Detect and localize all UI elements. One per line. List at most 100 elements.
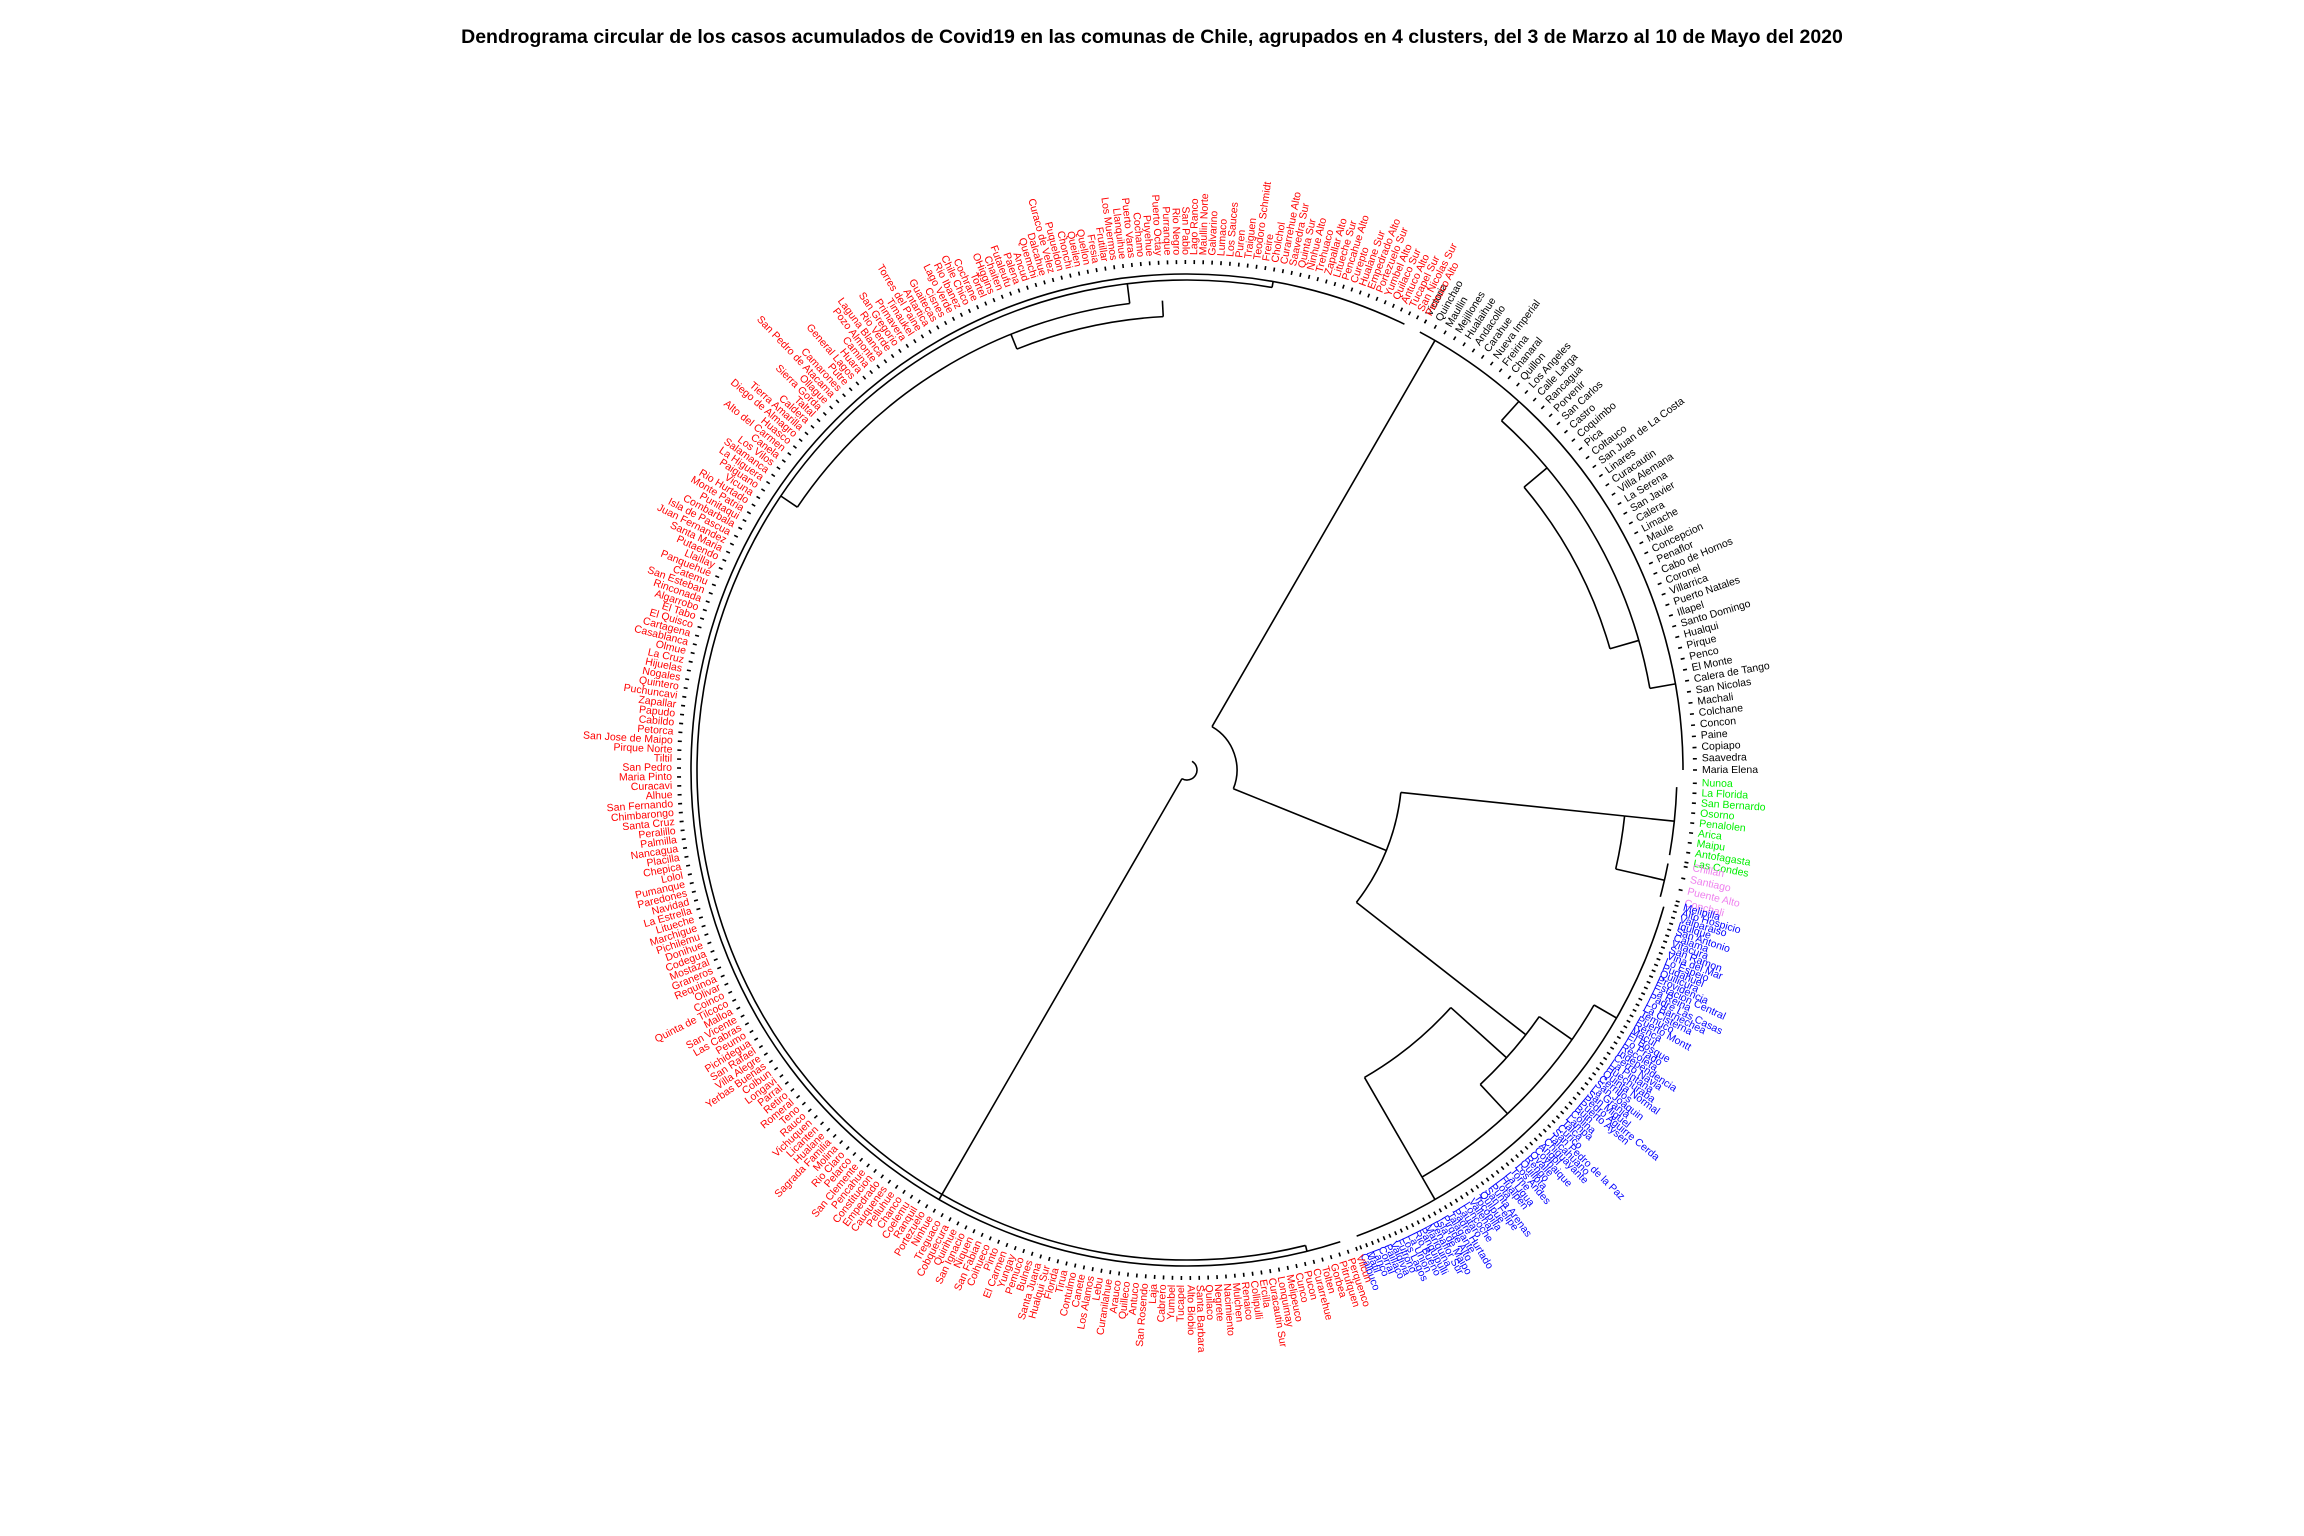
branch-radial: [1609, 639, 1640, 650]
leaf-tick: [692, 643, 697, 646]
leaf-tick: [1648, 975, 1654, 979]
leaf-label: Rio Negro: [1170, 208, 1183, 256]
leaf-tick: [1104, 266, 1107, 271]
leaf-tick: [1686, 690, 1692, 693]
leaf-tick: [763, 1052, 768, 1056]
leaf-tick: [826, 1127, 831, 1132]
leaf-tick: [1572, 1096, 1577, 1101]
leaf-tick: [1039, 1254, 1043, 1259]
leaf-tick: [1668, 614, 1674, 617]
branch-radial: [1363, 1077, 1423, 1178]
leaf-tick: [1367, 293, 1371, 298]
leaf-tick: [1480, 354, 1485, 359]
leaf-tick: [964, 1225, 968, 1230]
leaf-tick: [1388, 1233, 1392, 1238]
leaf-tick: [862, 375, 867, 380]
leaf-tick: [1628, 521, 1634, 525]
leaf-tick: [1516, 382, 1520, 387]
leaf-label: Alto Biobio: [1185, 1285, 1197, 1335]
leaf-tick: [845, 1146, 850, 1151]
leaf-tick: [1454, 1198, 1459, 1203]
leaf-tick: [1346, 1249, 1350, 1254]
leaf-tick: [920, 334, 925, 339]
leaf-tick: [1592, 464, 1597, 469]
leaf-tick: [835, 399, 840, 404]
leaf-tick: [1678, 888, 1683, 892]
leaf-tick: [720, 974, 725, 978]
leaf-tick: [832, 1133, 837, 1138]
leaf-tick: [718, 566, 723, 570]
leaf-label: Lumaco: [1215, 218, 1229, 256]
branch-arc-blue-sub: [1479, 1016, 1540, 1086]
leaf-tick: [686, 669, 691, 672]
leaf-tick: [813, 1114, 818, 1119]
leaf-tick: [866, 1163, 870, 1168]
leaf-tick: [1416, 1220, 1420, 1225]
leaf-tick: [1651, 969, 1656, 973]
leaf-tick: [1617, 501, 1622, 506]
branch-radial: [1400, 791, 1625, 817]
leaf-tick: [822, 411, 827, 416]
branch-radial: [1479, 1083, 1509, 1115]
leaf-tick: [1026, 285, 1029, 290]
leaf-tick: [1611, 492, 1616, 496]
leaf-tick: [1060, 275, 1063, 280]
leaf-label: Alhue: [645, 789, 673, 802]
leaf-tick: [898, 348, 902, 354]
leaf-tick: [689, 881, 694, 885]
leaf-tick: [1470, 1188, 1474, 1193]
leaf-tick: [704, 933, 709, 936]
leaf-label: Maipu: [1696, 838, 1726, 854]
leaf-label: Quilleco: [1117, 1281, 1133, 1320]
leaf-tick: [701, 924, 706, 928]
leaf-tick: [771, 473, 776, 478]
leaf-tick: [1632, 1008, 1637, 1013]
leaf-tick: [688, 660, 693, 663]
leaf-tick: [1609, 1046, 1615, 1050]
leaf-tick: [787, 452, 792, 456]
leaf-tick: [1584, 1081, 1589, 1086]
leaf-tick: [1540, 405, 1545, 410]
leaf-tick: [681, 838, 686, 841]
leaf-tick: [940, 1212, 944, 1218]
leaf-label: Concon: [1699, 715, 1736, 730]
leaf-tick: [1405, 1225, 1409, 1231]
leaf-tick: [1365, 1243, 1369, 1248]
leaf-tick: [1086, 269, 1089, 274]
leaf-tick: [744, 1022, 750, 1026]
branch-arc-black-sub: [1523, 486, 1611, 649]
leaf-tick: [873, 1168, 877, 1174]
leaf-tick: [1658, 951, 1663, 955]
leaf-tick: [1307, 274, 1311, 280]
leaf-tick: [729, 542, 735, 546]
leaf-tick: [807, 1108, 812, 1113]
leaf-label: Puerto Octay: [1149, 194, 1164, 257]
leaf-label: Cochamo: [1130, 212, 1146, 258]
leaf-label: Papudo: [638, 704, 675, 720]
leaf-tick: [1547, 1124, 1552, 1129]
leaf-tick: [1657, 582, 1662, 586]
leaf-tick: [1674, 904, 1679, 908]
leaf-label: Santa Barbara: [1194, 1285, 1208, 1353]
leaf-tick: [956, 1221, 960, 1226]
leaf-tick: [1490, 1173, 1495, 1178]
leaf-tick: [1681, 877, 1686, 880]
leaf-tick: [1382, 1236, 1386, 1241]
leaf-tick: [1533, 1137, 1538, 1142]
leaf-tick: [1399, 307, 1404, 312]
leaf-tick: [707, 941, 712, 945]
leaf-tick: [1034, 282, 1038, 288]
leaf-tick: [1471, 348, 1476, 353]
leaf-tick: [1592, 1071, 1597, 1076]
leaf-tick: [1684, 679, 1690, 682]
branch-arc-red-inner: [696, 279, 1306, 1261]
leaf-tick: [1661, 592, 1666, 596]
branch-arc-red-sub2: [1016, 315, 1164, 350]
leaf-tick: [1022, 1248, 1026, 1254]
leaf-tick: [760, 488, 766, 492]
leaf-label: Santa Cruz: [622, 816, 675, 833]
leaf-tick: [1095, 268, 1098, 273]
leaf-tick: [1571, 438, 1576, 443]
leaf-tick: [716, 966, 722, 970]
leaf-tick: [816, 418, 821, 423]
